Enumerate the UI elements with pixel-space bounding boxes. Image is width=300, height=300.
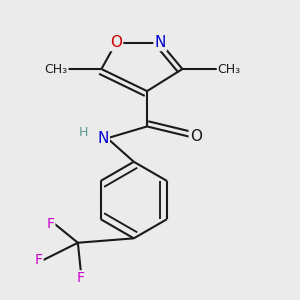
Text: O: O xyxy=(190,129,202,144)
Text: O: O xyxy=(110,35,122,50)
Text: F: F xyxy=(34,254,43,267)
Text: F: F xyxy=(77,271,85,285)
Text: N: N xyxy=(154,35,166,50)
Text: H: H xyxy=(79,126,88,139)
Text: CH₃: CH₃ xyxy=(218,62,241,76)
Text: F: F xyxy=(46,217,54,231)
Text: N: N xyxy=(98,131,109,146)
Text: CH₃: CH₃ xyxy=(44,62,68,76)
